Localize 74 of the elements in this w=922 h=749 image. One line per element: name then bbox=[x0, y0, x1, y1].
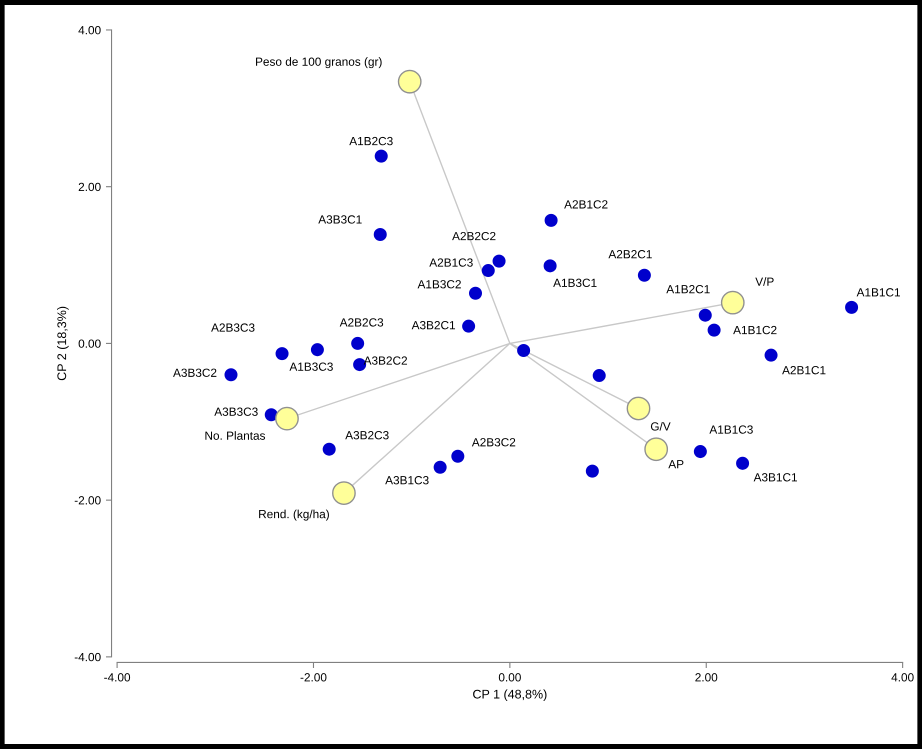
annotation: A1B3C3 bbox=[289, 362, 333, 371]
point bbox=[845, 300, 858, 314]
annotation: A1B1C3 bbox=[709, 425, 753, 434]
point bbox=[462, 320, 476, 333]
annotation: A3B3C3 bbox=[214, 408, 258, 416]
x-axis-title: CP 1 (48,8%) bbox=[473, 689, 546, 702]
point bbox=[517, 344, 530, 357]
annotation: A1B3C2 bbox=[418, 280, 461, 288]
annotation: A2B2C1 bbox=[608, 250, 652, 258]
y-tick-label: -2.00 bbox=[74, 496, 101, 505]
point bbox=[736, 456, 750, 470]
point bbox=[492, 254, 506, 268]
x-tick-label: 2.00 bbox=[695, 673, 718, 682]
point bbox=[626, 396, 650, 420]
point bbox=[434, 460, 447, 474]
point bbox=[544, 214, 558, 227]
y-tick-label: -4.00 bbox=[74, 652, 101, 662]
annotation: A1B2C3 bbox=[349, 136, 393, 146]
x-tick-label: 0.00 bbox=[498, 673, 521, 682]
annotation: A2B1C3 bbox=[429, 258, 473, 267]
annotation: A3B2C3 bbox=[345, 431, 389, 440]
annotation: A2B2C3 bbox=[340, 318, 384, 327]
point bbox=[708, 324, 721, 337]
annotation: A2B3C2 bbox=[472, 438, 516, 446]
annotation: A2B2C2 bbox=[452, 232, 496, 240]
point bbox=[264, 408, 278, 422]
y-tick-label: 2.00 bbox=[78, 182, 101, 192]
point bbox=[275, 406, 299, 431]
annotation: Peso de 100 granos (gr) bbox=[256, 57, 382, 68]
point bbox=[586, 464, 599, 478]
annotation: Rend. (kg/ha) bbox=[259, 510, 329, 521]
x-tick-label: -2.00 bbox=[300, 673, 326, 682]
annotation: A3B2C1 bbox=[412, 320, 456, 330]
point bbox=[310, 343, 324, 356]
y-tick-label: 0.00 bbox=[78, 339, 101, 348]
point bbox=[764, 348, 778, 362]
point bbox=[468, 286, 482, 300]
annotation: V/P bbox=[755, 277, 774, 286]
annotation: A3B2C2 bbox=[364, 356, 408, 365]
point bbox=[374, 150, 388, 163]
annotation: No. Plantas bbox=[205, 431, 266, 440]
annotation: G/V bbox=[650, 422, 671, 431]
annotation: A2B1C2 bbox=[564, 200, 608, 209]
point bbox=[224, 368, 238, 382]
point bbox=[398, 70, 422, 94]
point bbox=[351, 336, 364, 350]
annotation: A3B3C1 bbox=[318, 215, 362, 224]
annotation: A3B3C2 bbox=[173, 368, 216, 377]
point bbox=[276, 347, 289, 360]
annotation: A1B2C1 bbox=[666, 285, 710, 294]
annotation: A3B1C1 bbox=[754, 473, 797, 482]
point bbox=[638, 268, 651, 282]
y-tick-label: 4.00 bbox=[78, 26, 101, 34]
x-tick-label: 4.00 bbox=[891, 673, 914, 682]
point bbox=[720, 290, 745, 315]
annotation: A1B1C2 bbox=[733, 326, 776, 334]
point bbox=[694, 445, 707, 458]
annotation: AP bbox=[668, 460, 684, 468]
point bbox=[451, 450, 464, 463]
point bbox=[544, 259, 557, 272]
annotation: A2B1C1 bbox=[782, 366, 826, 374]
x-tick-label: -4.00 bbox=[104, 673, 130, 682]
point bbox=[322, 442, 336, 456]
point bbox=[332, 481, 356, 505]
point bbox=[698, 308, 712, 322]
annotation: A1B3C1 bbox=[553, 278, 597, 288]
annotation: A2B3C3 bbox=[211, 323, 255, 332]
point bbox=[644, 437, 668, 462]
point bbox=[374, 228, 387, 241]
annotation: A1B1C1 bbox=[856, 288, 900, 297]
y-axis-title: CP 2 (18,3%) bbox=[57, 306, 69, 380]
point bbox=[592, 369, 606, 382]
point bbox=[482, 264, 495, 278]
annotation: A3B1C3 bbox=[385, 476, 429, 484]
